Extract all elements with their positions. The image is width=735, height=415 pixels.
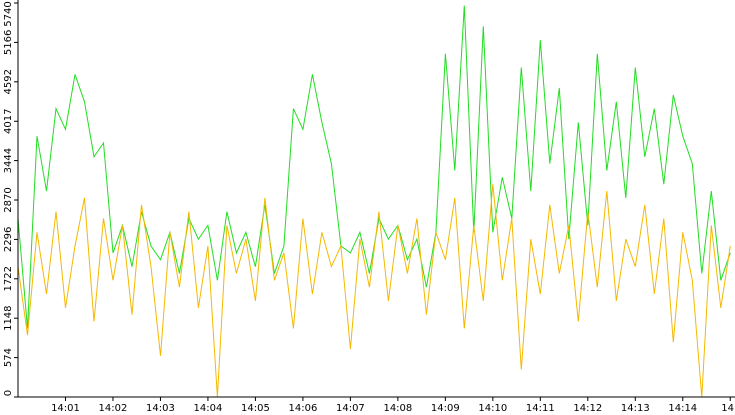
y-tick-label: 4592 — [3, 69, 14, 94]
x-tick-label: 14 — [721, 403, 734, 414]
y-tick-label: 5166 — [3, 30, 14, 55]
y-tick-label: 5740 — [3, 1, 14, 26]
x-tick-label: 14:10 — [478, 403, 507, 414]
x-tick-label: 14:05 — [241, 403, 270, 414]
x-tick-label: 14:09 — [431, 403, 460, 414]
y-tick-label: 1722 — [3, 266, 14, 291]
x-tick-label: 14:07 — [336, 403, 365, 414]
y-tick-label: 3444 — [3, 148, 14, 173]
series-line — [17, 184, 731, 398]
x-tick-label: 14:13 — [621, 403, 650, 414]
y-tick-label: 0 — [3, 390, 14, 396]
x-tick-label: 14:04 — [194, 403, 223, 414]
x-tick-label: 14:02 — [99, 403, 128, 414]
x-tick-label: 14:06 — [288, 403, 317, 414]
y-tick-label: 4017 — [3, 109, 14, 134]
y-tick-label: 1148 — [3, 305, 14, 330]
y-tick-label: 2870 — [3, 187, 14, 212]
x-tick-label: 14:12 — [573, 403, 602, 414]
y-tick-label: 574 — [3, 348, 14, 367]
x-tick-label: 14:01 — [51, 403, 80, 414]
series-line — [17, 5, 731, 329]
x-tick-label: 14:11 — [526, 403, 555, 414]
x-tick-label: 14:03 — [146, 403, 175, 414]
x-tick-label: 14:08 — [383, 403, 412, 414]
x-tick-label: 14:14 — [668, 403, 697, 414]
y-tick-label: 2296 — [3, 227, 14, 252]
